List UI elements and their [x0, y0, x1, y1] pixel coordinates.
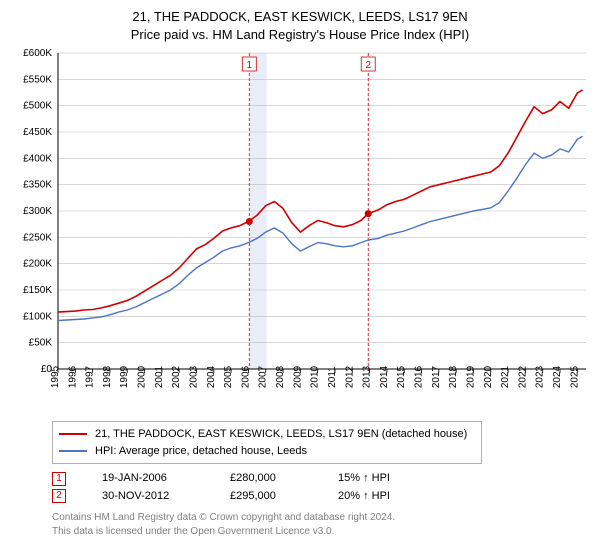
legend-row: HPI: Average price, detached house, Leed…	[59, 443, 475, 460]
svg-text:2020: 2020	[483, 366, 494, 389]
footer-line-2: This data is licensed under the Open Gov…	[52, 525, 590, 539]
sale-number-badge: 1	[52, 472, 66, 486]
svg-text:2002: 2002	[171, 366, 182, 389]
svg-text:1999: 1999	[119, 366, 130, 389]
svg-text:2007: 2007	[258, 366, 269, 389]
svg-text:1: 1	[247, 60, 253, 71]
svg-text:2008: 2008	[275, 366, 286, 389]
svg-text:2005: 2005	[223, 366, 234, 389]
sale-price: £280,000	[230, 470, 320, 488]
svg-text:£100K: £100K	[23, 311, 52, 322]
svg-text:2019: 2019	[465, 366, 476, 389]
svg-text:1995: 1995	[50, 366, 61, 389]
svg-text:2006: 2006	[240, 366, 251, 389]
svg-text:2025: 2025	[569, 366, 580, 389]
svg-text:2021: 2021	[500, 366, 511, 389]
title-line-1: 21, THE PADDOCK, EAST KESWICK, LEEDS, LS…	[10, 8, 590, 26]
legend-label: 21, THE PADDOCK, EAST KESWICK, LEEDS, LS…	[95, 426, 467, 443]
svg-text:2: 2	[365, 60, 371, 71]
footer-line-1: Contains HM Land Registry data © Crown c…	[52, 511, 590, 525]
svg-text:2011: 2011	[327, 366, 338, 388]
svg-text:2012: 2012	[344, 366, 355, 389]
sale-date: 19-JAN-2006	[102, 470, 212, 488]
footer-attribution: Contains HM Land Registry data © Crown c…	[52, 511, 590, 538]
legend-swatch	[59, 450, 87, 452]
sale-number-badge: 2	[52, 489, 66, 503]
sale-hpi: 20% ↑ HPI	[338, 488, 428, 506]
svg-text:£150K: £150K	[23, 285, 52, 296]
svg-text:2024: 2024	[552, 366, 563, 389]
svg-text:2001: 2001	[154, 366, 165, 389]
svg-text:£350K: £350K	[23, 180, 52, 191]
svg-text:2003: 2003	[188, 366, 199, 389]
svg-text:£400K: £400K	[23, 153, 52, 164]
svg-text:£500K: £500K	[23, 101, 52, 112]
line-chart: £0£50K£100K£150K£200K£250K£300K£350K£400…	[10, 47, 590, 417]
svg-text:£300K: £300K	[23, 206, 52, 217]
svg-text:2022: 2022	[517, 366, 528, 389]
svg-text:1997: 1997	[85, 366, 96, 389]
svg-text:2013: 2013	[362, 366, 373, 389]
chart-area: £0£50K£100K£150K£200K£250K£300K£350K£400…	[10, 47, 590, 417]
svg-text:2010: 2010	[310, 366, 321, 389]
legend-label: HPI: Average price, detached house, Leed…	[95, 443, 307, 460]
svg-text:£200K: £200K	[23, 259, 52, 270]
legend-swatch	[59, 433, 87, 435]
svg-text:2016: 2016	[414, 366, 425, 389]
svg-text:£550K: £550K	[23, 74, 52, 85]
sale-row: 2 30-NOV-2012 £295,000 20% ↑ HPI	[52, 488, 590, 506]
sale-row: 1 19-JAN-2006 £280,000 15% ↑ HPI	[52, 470, 590, 488]
svg-text:£450K: £450K	[23, 127, 52, 138]
svg-text:2004: 2004	[206, 366, 217, 389]
chart-legend: 21, THE PADDOCK, EAST KESWICK, LEEDS, LS…	[52, 421, 482, 464]
sale-date: 30-NOV-2012	[102, 488, 212, 506]
legend-row: 21, THE PADDOCK, EAST KESWICK, LEEDS, LS…	[59, 426, 475, 443]
chart-title-block: 21, THE PADDOCK, EAST KESWICK, LEEDS, LS…	[10, 8, 590, 43]
title-line-2: Price paid vs. HM Land Registry's House …	[10, 26, 590, 44]
svg-text:2018: 2018	[448, 366, 459, 389]
svg-text:1996: 1996	[67, 366, 78, 389]
svg-text:£600K: £600K	[23, 48, 52, 59]
sales-table: 1 19-JAN-2006 £280,000 15% ↑ HPI 2 30-NOV-201…	[52, 470, 590, 505]
svg-text:2017: 2017	[431, 366, 442, 389]
svg-text:2000: 2000	[137, 366, 148, 389]
svg-text:£250K: £250K	[23, 232, 52, 243]
sale-hpi: 15% ↑ HPI	[338, 470, 428, 488]
svg-text:2014: 2014	[379, 366, 390, 389]
svg-text:2015: 2015	[396, 366, 407, 389]
svg-text:£50K: £50K	[29, 338, 53, 349]
sale-price: £295,000	[230, 488, 320, 506]
svg-text:2009: 2009	[292, 366, 303, 389]
svg-text:1998: 1998	[102, 366, 113, 389]
svg-text:2023: 2023	[535, 366, 546, 389]
